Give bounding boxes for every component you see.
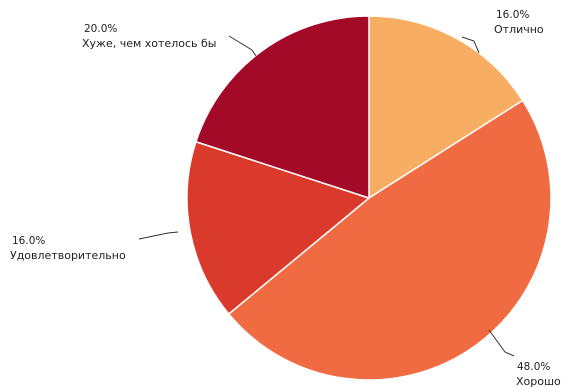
pie-slice-worse xyxy=(194,15,370,200)
leader-line-satisfactory xyxy=(138,231,179,240)
pie-slices xyxy=(186,15,552,381)
leader-line-excellent xyxy=(461,36,480,54)
leader-line-good xyxy=(488,329,515,357)
pie-slice-excellent xyxy=(368,15,524,200)
pct-label-worse: 20.0% xyxy=(84,23,117,35)
slice-labels: 16.0% Отлично 48.0% Хорошо 16.0% Удовлет… xyxy=(10,9,561,387)
pct-label-good: 48.0% xyxy=(517,361,550,373)
leader-line-worse xyxy=(228,35,257,57)
pct-label-satisfactory: 16.0% xyxy=(12,235,45,247)
pct-label-excellent: 16.0% xyxy=(496,9,529,21)
name-label-excellent: Отлично xyxy=(494,23,544,36)
name-label-good: Хорошо xyxy=(516,375,561,387)
name-label-satisfactory: Удовлетворительно xyxy=(10,249,126,262)
pie-slice-satisfactory xyxy=(186,140,371,316)
name-label-worse: Хуже, чем хотелось бы xyxy=(82,37,216,50)
leader-lines xyxy=(138,35,515,357)
pie-slice-good xyxy=(227,99,552,381)
